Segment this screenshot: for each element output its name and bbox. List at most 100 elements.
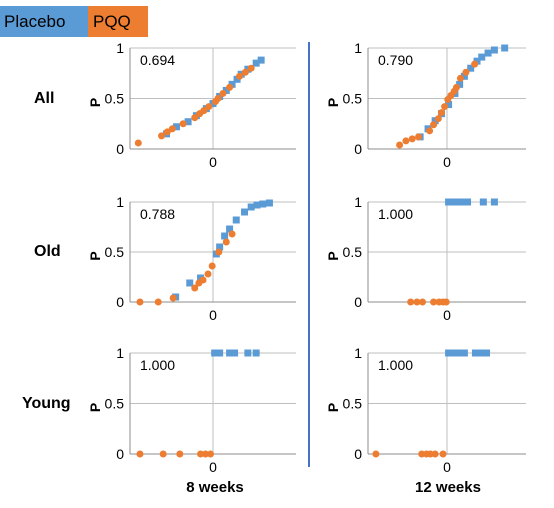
y-tick-label: 0.5 [105, 91, 125, 107]
point-placebo [216, 349, 224, 357]
point-pqq [434, 115, 442, 123]
point-placebo [473, 57, 481, 65]
y-tick-label: 1 [354, 194, 362, 210]
point-pqq [179, 120, 187, 128]
y-tick-label: 0 [354, 446, 362, 462]
point-placebo [259, 200, 267, 208]
panel-stat-young-12-weeks: 1.000 [378, 357, 413, 373]
point-placebo [449, 349, 457, 357]
y-tick-label: 1 [354, 345, 362, 361]
y-axis-label: P [325, 251, 341, 260]
point-placebo [484, 49, 492, 57]
point-pqq [199, 276, 207, 284]
y-tick-label: 0.5 [105, 244, 125, 260]
point-pqq [222, 238, 230, 246]
column-divider [308, 42, 310, 467]
point-placebo [226, 349, 234, 357]
point-pqq [168, 125, 176, 133]
point-placebo [216, 243, 224, 251]
y-axis-label: P [87, 251, 103, 260]
point-pqq [204, 270, 212, 278]
point-placebo [476, 349, 484, 357]
point-pqq [214, 95, 222, 102]
point-pqq [200, 107, 208, 115]
point-placebo [241, 208, 249, 216]
point-placebo [222, 86, 230, 94]
point-pqq [158, 132, 166, 140]
point-placebo [460, 349, 468, 357]
point-pqq [402, 137, 410, 145]
panel-stat-all-12-weeks: 0.790 [378, 52, 413, 68]
point-placebo [231, 349, 239, 357]
y-tick-label: 0.5 [105, 396, 125, 412]
point-pqq [159, 450, 167, 458]
row-label-old: Old [34, 243, 61, 260]
point-pqq [456, 74, 464, 82]
point-pqq [205, 103, 213, 111]
x-tick-label: 0 [209, 307, 217, 323]
column-label-12-weeks: 12 weeks [415, 479, 481, 496]
point-placebo [252, 349, 260, 357]
point-pqq [176, 450, 184, 458]
point-pqq [208, 262, 216, 270]
y-tick-label: 0.5 [343, 396, 363, 412]
y-tick-label: 0 [116, 294, 124, 310]
point-placebo [265, 199, 273, 207]
point-placebo [467, 64, 475, 72]
x-tick-label: 0 [209, 154, 217, 170]
y-tick-label: 0 [116, 141, 124, 157]
point-placebo [253, 201, 261, 209]
y-tick-label: 1 [116, 194, 124, 210]
panel-stat-all-8-weeks: 0.694 [140, 52, 175, 68]
point-pqq [430, 121, 438, 129]
row-label-young: Young [22, 395, 71, 412]
point-pqq [215, 248, 223, 256]
point-pqq [442, 298, 450, 306]
point-placebo [221, 232, 229, 240]
x-tick-label: 0 [443, 459, 451, 475]
point-pqq [134, 139, 142, 147]
point-placebo [257, 56, 265, 64]
x-tick-label: 0 [443, 307, 451, 323]
panel-stat-old-8-weeks: 0.788 [140, 206, 175, 222]
legend-placebo: Placebo [0, 6, 88, 37]
point-pqq [226, 83, 234, 91]
point-placebo [228, 80, 236, 88]
point-pqq [407, 298, 415, 306]
point-placebo [478, 53, 486, 61]
point-placebo [232, 216, 240, 224]
point-placebo [226, 225, 234, 233]
row-label-all: All [34, 90, 55, 107]
y-tick-label: 0.5 [343, 91, 363, 107]
point-placebo [445, 349, 453, 357]
y-axis-label: P [325, 403, 341, 412]
point-placebo [471, 349, 479, 357]
y-tick-label: 1 [354, 40, 362, 56]
point-pqq [191, 114, 199, 122]
point-placebo [233, 75, 241, 83]
point-pqq [415, 133, 423, 141]
point-pqq [419, 298, 427, 306]
point-placebo [247, 203, 255, 211]
point-pqq [219, 89, 227, 97]
point-placebo [431, 117, 439, 125]
point-placebo [252, 59, 260, 67]
point-pqq [241, 68, 249, 76]
point-placebo [479, 198, 487, 206]
y-axis-label: P [325, 98, 341, 107]
point-placebo [172, 123, 180, 131]
y-tick-label: 0 [354, 294, 362, 310]
y-tick-label: 0.5 [343, 244, 363, 260]
point-pqq [396, 141, 404, 149]
point-pqq [191, 284, 199, 292]
point-pqq [136, 298, 144, 306]
point-placebo [186, 279, 194, 287]
point-pqq [441, 103, 449, 111]
point-pqq [228, 230, 236, 238]
y-tick-label: 0 [116, 446, 124, 462]
legend-pqq: PQQ [88, 6, 148, 37]
x-tick-label: 0 [443, 154, 451, 170]
y-tick-label: 1 [116, 345, 124, 361]
point-pqq [426, 127, 434, 135]
